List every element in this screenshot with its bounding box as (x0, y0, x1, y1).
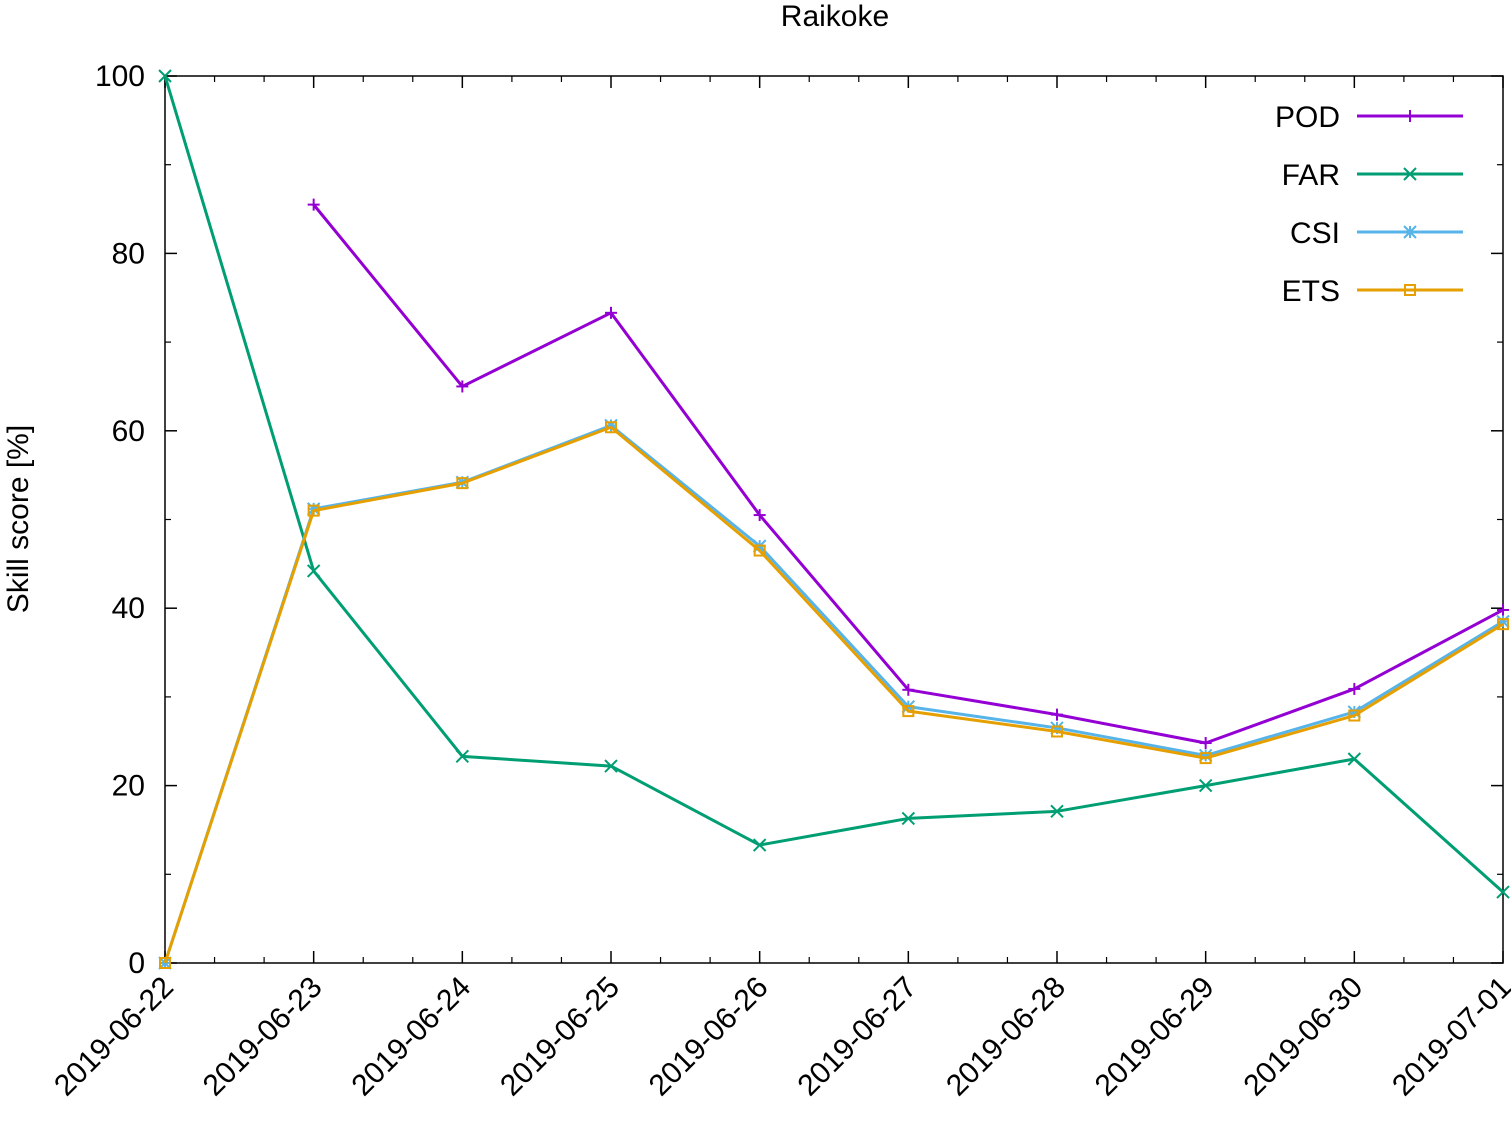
x-tick-label: 2019-07-01 (1386, 971, 1511, 1103)
x-tick-label: 2019-06-22 (48, 971, 180, 1103)
csi-line (163, 423, 1504, 964)
x-tick-label: 2019-06-30 (1237, 971, 1369, 1103)
far-point (1198, 778, 1213, 793)
ets-point (1497, 618, 1509, 631)
ets-point (753, 544, 766, 557)
y-tick-label: 80 (112, 237, 145, 270)
x-tick-label: 2019-06-25 (494, 971, 626, 1103)
pod-point (1497, 603, 1509, 616)
legend-marker-csi (1403, 225, 1417, 239)
legend-marker-pod (1404, 110, 1416, 122)
x-tick-label: 2019-06-26 (643, 971, 775, 1103)
ets-point (1051, 725, 1063, 738)
series-pod (307, 198, 1509, 750)
x-tick-label: 2019-06-23 (197, 971, 329, 1103)
pod-point (902, 683, 915, 696)
ets-point (1348, 709, 1361, 722)
y-axis-label: Skill score [%] (2, 425, 35, 613)
ets-point (159, 957, 171, 969)
y-tick-label: 20 (112, 770, 145, 803)
legend-item-pod: POD (1275, 101, 1463, 134)
far-point (752, 838, 767, 852)
series-far (158, 69, 1510, 899)
ets-point (1199, 752, 1212, 765)
series-layer (158, 69, 1510, 970)
pod-point (456, 380, 469, 393)
y-tick-label: 40 (112, 592, 145, 625)
legend-label-pod: POD (1275, 101, 1340, 134)
legend-marker-far (1403, 167, 1417, 181)
ets-point (605, 421, 617, 434)
pod-point (307, 198, 320, 211)
far-point (306, 564, 321, 578)
ets-point (456, 477, 469, 490)
y-tick-label: 60 (112, 415, 145, 448)
x-tick-label: 2019-06-28 (940, 971, 1072, 1103)
series-ets (159, 421, 1509, 969)
legend-item-csi: CSI (1290, 217, 1463, 250)
far-point (901, 811, 916, 826)
legend-label-ets: ETS (1282, 275, 1340, 308)
x-tick-label: 2019-06-24 (345, 971, 477, 1103)
chart-title: Raikoke (781, 0, 889, 33)
far-point (1050, 804, 1064, 819)
ets-point (902, 705, 915, 718)
legend-label-far: FAR (1282, 159, 1340, 192)
y-tick-label: 0 (128, 947, 145, 980)
pod-point (1051, 708, 1063, 721)
ets-point (307, 504, 320, 517)
far-point (1347, 752, 1362, 766)
x-tick-label: 2019-06-29 (1089, 971, 1221, 1103)
plot-border (164, 75, 1504, 964)
far-point (455, 749, 470, 764)
ets-line (163, 425, 1504, 964)
far-point (1496, 885, 1510, 899)
y-tick-label: 100 (95, 60, 145, 93)
far-line (163, 75, 1505, 894)
pod-point (753, 509, 766, 522)
legend-item-far: FAR (1282, 159, 1463, 192)
far-point (158, 69, 172, 83)
pod-point (605, 306, 617, 319)
legend: POD FAR CSI ETS (1275, 101, 1463, 308)
far-point (604, 759, 618, 773)
pod-point (1199, 737, 1212, 750)
legend-marker-ets (1404, 284, 1416, 296)
legend-item-ets: ETS (1282, 275, 1463, 308)
legend-label-csi: CSI (1290, 217, 1340, 250)
pod-point (1348, 682, 1361, 695)
x-tick-label: 2019-06-27 (791, 971, 923, 1103)
